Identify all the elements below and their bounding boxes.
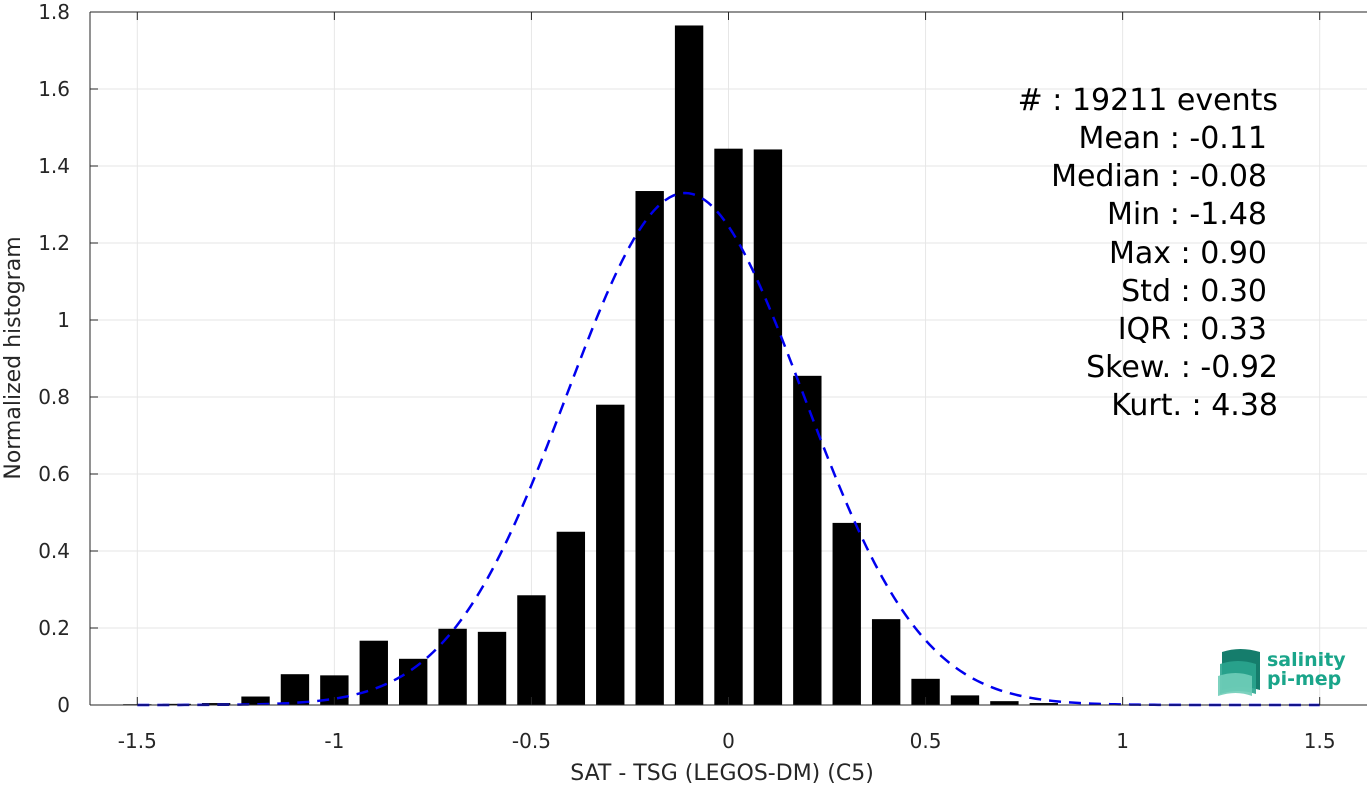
histogram-bar	[871, 619, 901, 705]
stats-mean: Mean : -0.11	[1078, 121, 1267, 156]
histogram-bar	[162, 703, 191, 705]
histogram-bar	[241, 696, 270, 705]
stats-skew: Skew. : -0.92	[1086, 350, 1278, 385]
histogram-bar	[201, 703, 231, 705]
histogram-bar	[753, 149, 783, 705]
histogram-bar	[399, 658, 428, 705]
stats-events: # : 19211 events	[1018, 83, 1278, 118]
histogram-bar	[556, 531, 586, 705]
stats-median: Median : -0.08	[1051, 159, 1267, 194]
y-tick-label: 1	[57, 308, 70, 332]
x-tick-label: 1.5	[1304, 729, 1336, 753]
histogram-bar	[950, 695, 980, 705]
stats-std: Std : 0.30	[1121, 274, 1267, 309]
histogram-bar	[280, 674, 310, 705]
x-axis-label: SAT - TSG (LEGOS-DM) (C5)	[570, 761, 874, 785]
x-tick-label: 0.5	[910, 729, 942, 753]
stats-iqr: IQR : 0.33	[1118, 312, 1267, 347]
histogram-bar	[714, 148, 743, 706]
y-tick-label: 0.8	[38, 385, 70, 409]
histogram-bar	[674, 25, 704, 706]
y-tick-label: 0.6	[38, 462, 70, 486]
histogram-bar	[477, 631, 507, 705]
y-tick-labels: 0 0.2 0.4 0.6 0.8 1 1.2 1.4 1.6 1.8	[38, 0, 70, 717]
axes	[89, 11, 1367, 706]
histogram-bar	[832, 522, 861, 705]
y-tick-label: 0.2	[38, 616, 70, 640]
stats-kurt: Kurt. : 4.38	[1111, 388, 1278, 423]
x-tick-labels: -1.5 -1 -0.5 0 0.5 1 1.5	[118, 729, 1336, 753]
x-tick-label: 0	[722, 729, 735, 753]
histogram-bar	[1029, 703, 1058, 705]
x-tick-label: -1	[324, 729, 344, 753]
x-tick-label: 1	[1116, 729, 1129, 753]
y-axis-label: Normalized histogram	[1, 236, 26, 479]
y-tick-label: 1.4	[38, 154, 70, 178]
y-tick-label: 1.8	[38, 0, 70, 24]
histogram-bar	[990, 701, 1019, 705]
y-tick-label: 1.2	[38, 231, 70, 255]
y-tick-label: 0.4	[38, 539, 70, 563]
logo-waves-icon	[1218, 649, 1260, 696]
stats-max: Max : 0.90	[1109, 236, 1267, 271]
y-tick-label: 1.6	[38, 77, 70, 101]
histogram-bar	[517, 595, 546, 705]
logo-line1: salinity	[1267, 649, 1346, 671]
stats-box: # : 19211 events Mean : -0.11 Median : -…	[1018, 83, 1278, 423]
histogram-bar	[359, 640, 388, 705]
salinity-pimep-logo: salinity pi-mep	[1218, 649, 1346, 696]
x-tick-label: -1.5	[118, 729, 157, 753]
logo-line2: pi-mep	[1267, 668, 1341, 690]
histogram-bar	[635, 191, 664, 705]
x-tick-label: -0.5	[512, 729, 551, 753]
histogram-bar	[596, 404, 625, 705]
stats-min: Min : -1.48	[1107, 197, 1267, 232]
histogram-bar	[793, 375, 822, 705]
histogram-bars	[123, 25, 1058, 706]
histogram-bar	[438, 628, 467, 705]
y-tick-label: 0	[57, 693, 70, 717]
